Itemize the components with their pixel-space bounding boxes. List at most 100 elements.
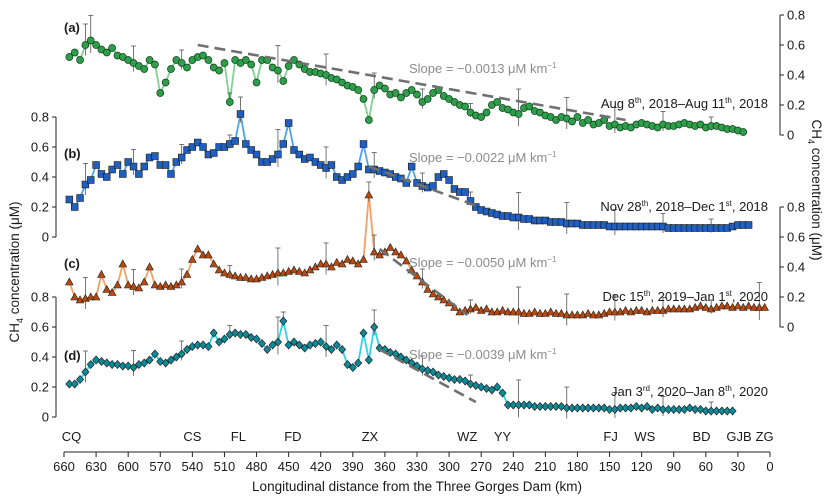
date-label: Nov 28th, 2018–Dec 1st, 2018 [600, 199, 768, 214]
site-label-gjb: GJB [726, 429, 751, 444]
x-tick-label: 30 [731, 459, 745, 474]
data-point [91, 292, 101, 301]
error-bar [564, 202, 570, 234]
x-tick-label: 390 [342, 459, 364, 474]
error-bar [238, 96, 243, 123]
data-point [135, 170, 143, 178]
data-point [284, 340, 293, 350]
data-point [354, 358, 363, 368]
date-label: Aug 8th, 2018–Aug 11th, 2018 [601, 96, 768, 111]
panel-c: Slope = −0.0050 μM km−1 (c) Dec 15th, 2019… [64, 181, 769, 326]
y-tick-label: 0.2 [787, 290, 805, 305]
data-point [274, 66, 282, 75]
data-point [396, 250, 406, 259]
error-bar [88, 15, 94, 53]
x-tick-label: 420 [310, 459, 332, 474]
data-point [696, 405, 705, 414]
data-point [321, 259, 331, 268]
x-tick-label: 600 [117, 459, 139, 474]
error-bar [82, 163, 88, 195]
data-point [664, 304, 673, 313]
data-point [209, 259, 219, 268]
data-point [369, 247, 379, 256]
data-point [113, 280, 122, 289]
data-point [391, 247, 400, 256]
data-point [225, 98, 234, 106]
data-point [364, 190, 374, 199]
data-point [589, 310, 598, 319]
data-point [568, 117, 576, 126]
y-tick-label: 0.2 [787, 98, 805, 113]
data-point [124, 361, 133, 371]
data-point [92, 161, 100, 169]
site-label-wz: WZ [457, 429, 477, 444]
data-point [188, 254, 197, 263]
data-point [182, 269, 192, 278]
slope-label: Slope = −0.0013 μM km−1 [409, 61, 557, 76]
data-point [562, 310, 572, 319]
data-point [583, 308, 593, 317]
data-point [557, 308, 566, 317]
data-point [343, 254, 352, 263]
data-point [129, 162, 138, 171]
data-point [129, 281, 138, 290]
y-tick-label: 0 [787, 128, 794, 143]
data-point [600, 403, 609, 413]
data-point [573, 310, 582, 319]
data-point [642, 402, 651, 411]
data-point [402, 355, 411, 365]
data-point [680, 304, 689, 313]
data-point [87, 176, 95, 184]
data-point [220, 59, 229, 67]
y-axis-c: 0 0.2 0.4 0.6 0.8 [779, 200, 805, 335]
error-bar [131, 45, 137, 72]
data-point [65, 277, 74, 286]
data-point [637, 305, 646, 314]
data-point [754, 302, 764, 311]
data-point [193, 340, 202, 350]
data-point [354, 86, 363, 94]
data-point [546, 402, 555, 411]
data-point [717, 406, 726, 416]
data-point [348, 256, 358, 265]
x-tick-label: 240 [502, 459, 524, 474]
data-point [145, 355, 154, 365]
data-point [230, 271, 240, 280]
error-bar [564, 293, 570, 326]
data-point [65, 195, 74, 204]
data-point [482, 304, 491, 313]
data-point [129, 363, 138, 372]
data-point [675, 405, 684, 414]
data-point [498, 305, 507, 314]
data-point [209, 328, 218, 338]
data-point [295, 266, 304, 275]
site-label-zg: ZG [756, 429, 774, 444]
x-tick-label: 630 [85, 459, 107, 474]
data-point [284, 119, 293, 127]
data-point [81, 367, 90, 377]
data-point [70, 379, 79, 389]
data-point [461, 102, 469, 111]
panel-id-label: (c) [64, 256, 80, 271]
data-point [177, 59, 186, 67]
data-point [204, 250, 213, 259]
error-bar [82, 350, 88, 383]
data-point [151, 60, 159, 69]
data-point [150, 349, 159, 359]
error-bar [275, 247, 281, 286]
x-tick-label: 360 [374, 459, 396, 474]
data-point [327, 345, 336, 354]
data-point [332, 340, 341, 350]
slope-label: Slope = −0.0039 μM km−1 [409, 347, 557, 362]
panel-id-label: (b) [64, 146, 81, 161]
y-tick-label: 0.6 [787, 38, 805, 53]
data-point [364, 355, 373, 365]
data-point [332, 257, 342, 266]
data-point [327, 262, 336, 271]
data-point [231, 328, 240, 338]
data-point [401, 256, 411, 265]
data-point [471, 302, 481, 311]
data-point [183, 63, 191, 72]
data-point [199, 143, 207, 151]
error-bar [323, 242, 329, 275]
